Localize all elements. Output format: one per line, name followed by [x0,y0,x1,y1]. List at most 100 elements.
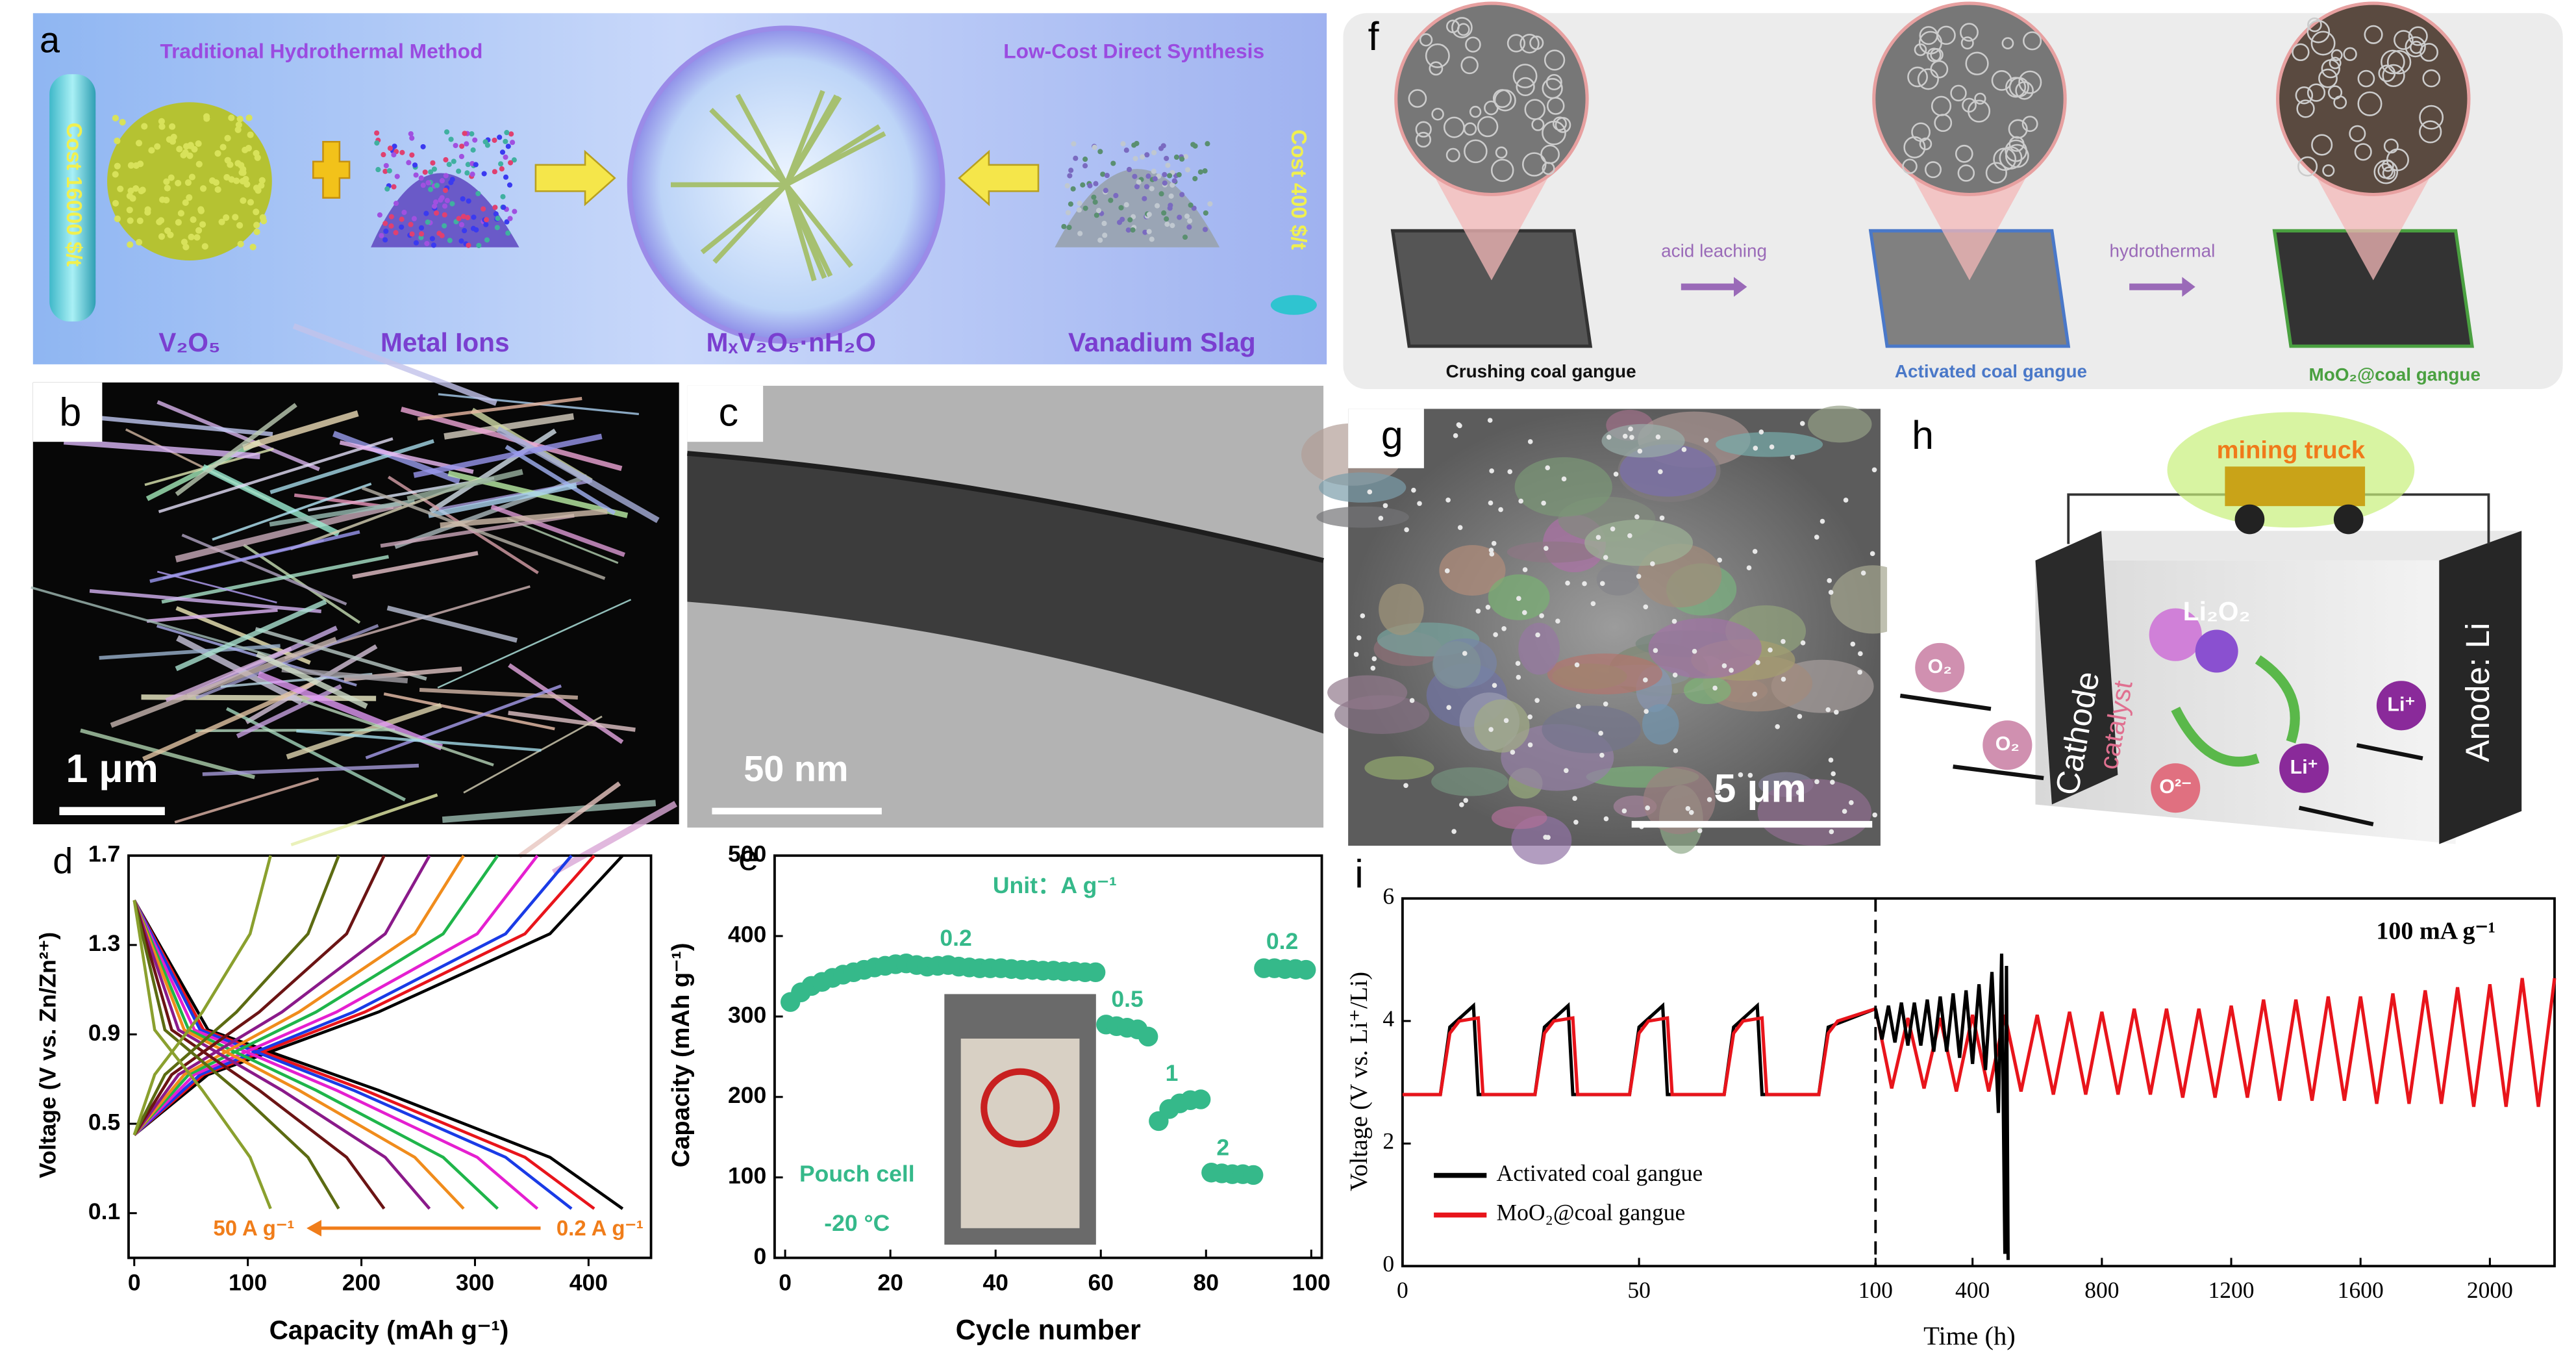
particle [1371,656,1377,661]
nanobelt [496,426,660,524]
particle [1800,640,1806,646]
pore [1962,97,1977,113]
particle [1622,433,1628,439]
grain [214,150,221,157]
particle [1522,567,1528,572]
pore [2310,31,2336,56]
pore [2394,30,2414,50]
particle [1603,701,1608,707]
pore [2292,43,2310,62]
pore [1965,51,1989,75]
particle [1688,809,1694,815]
ion [427,186,434,192]
ion [434,183,440,188]
particle [1671,618,1677,624]
pore [2311,134,2333,156]
particle [1541,500,1546,506]
grain [247,131,254,138]
slag-grain [1094,212,1099,218]
ion [409,152,415,158]
li2o2-blob [2149,608,2202,661]
curve [132,900,465,1210]
ion [430,160,436,166]
ion [449,201,455,207]
ion [388,214,394,220]
pore [1408,89,1427,108]
nanobelt [156,570,277,603]
pore [2023,31,2042,51]
particle [1645,805,1650,811]
flow-arrow [1953,765,2044,781]
step-arrow [2129,277,2195,297]
slag-grain [1151,149,1157,156]
ion [464,141,469,147]
flow-arrow [2298,805,2374,827]
nanobelt [505,444,616,515]
particle [1753,446,1758,451]
step-label: hydrothermal [2109,241,2215,261]
particle [1409,698,1415,703]
particle [1717,557,1722,563]
grain [169,123,176,130]
panel-label: g [1381,413,1403,457]
grain [112,114,119,121]
x-axis-label: Time (h) [1923,1321,2016,1350]
particle [1507,469,1513,475]
nanobelt-tem [687,453,1324,734]
nanobelt [362,486,606,580]
ion [481,171,487,177]
slag-grain [1132,173,1138,179]
particle [1747,772,1753,778]
nanobelt [406,469,523,502]
grain [258,182,265,189]
rate-label: 0.2 [940,925,971,951]
nanobelt [142,679,318,761]
slag-grain [1125,227,1131,233]
grain [135,140,143,147]
pouch-logo [981,1068,1060,1148]
grain [127,187,134,194]
ion [418,175,424,181]
pore [1451,17,1473,38]
pore [1419,33,1433,47]
y-tick-label: 400 [728,921,766,947]
li2o2-blob [2195,629,2238,673]
grain [224,134,231,142]
particle [1869,551,1875,557]
product-label: Li₂O₂ [2183,596,2251,626]
particle [1462,651,1468,656]
scale-bar-label: 1 μm [66,746,158,791]
ion [418,225,425,231]
slag-grain [1186,224,1192,230]
grain [181,238,188,246]
zoom-circle [1394,1,1589,197]
truck-wheel [2333,504,2364,535]
ion [465,214,471,221]
nanobelt-edge [687,451,1324,563]
nanobelt [255,627,427,681]
slag-grain [1203,210,1208,216]
ion [492,137,497,143]
slag-grain [1158,191,1164,197]
grain [240,197,247,204]
y-tick-label: 1.7 [88,841,120,867]
pore [1431,108,1444,121]
ion [387,145,393,151]
ion [444,129,450,135]
x-tick-label: 1600 [2338,1277,2384,1303]
pore [1924,161,1942,179]
x-tick-label: 40 [982,1270,1008,1296]
slag-grain [1100,171,1106,177]
y-tick-label: 0.1 [88,1198,120,1224]
pore [1415,131,1432,148]
particle [1498,507,1503,512]
pore [1902,158,1918,174]
pore [1465,36,1481,53]
grain [163,196,170,204]
ion [392,144,397,149]
pore [1955,144,1973,163]
flow-arrow [2356,743,2423,761]
grain [186,194,193,201]
ion [432,199,439,205]
battery-top [2035,531,2522,561]
